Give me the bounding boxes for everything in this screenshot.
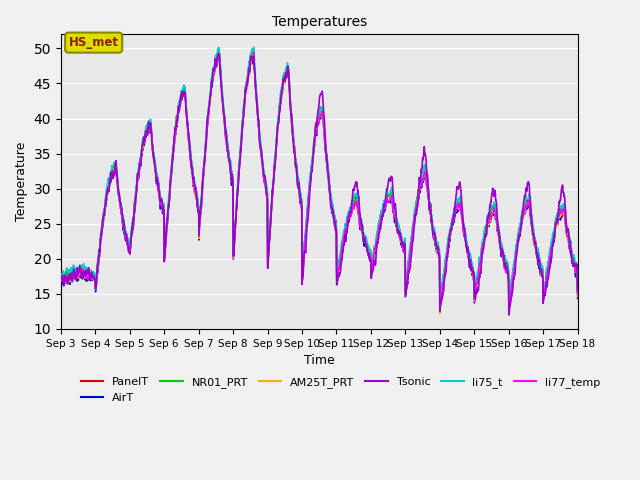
- NR01_PRT: [295, 178, 303, 184]
- Y-axis label: Temperature: Temperature: [15, 142, 28, 221]
- li75_t: [573, 286, 581, 292]
- AirT: [559, 212, 567, 217]
- li77_temp: [250, 49, 257, 55]
- Line: AirT: AirT: [61, 56, 577, 313]
- Line: NR01_PRT: NR01_PRT: [61, 50, 577, 309]
- AM25T_PRT: [295, 184, 303, 190]
- PanelT: [559, 206, 566, 212]
- li77_temp: [295, 184, 303, 190]
- AirT: [214, 53, 222, 59]
- li75_t: [308, 155, 316, 161]
- AirT: [573, 296, 581, 301]
- li77_temp: [308, 161, 316, 167]
- Legend: PanelT, AirT, NR01_PRT, AM25T_PRT, Tsonic, li75_t, li77_temp: PanelT, AirT, NR01_PRT, AM25T_PRT, Tsoni…: [77, 373, 605, 407]
- AirT: [436, 311, 444, 316]
- li77_temp: [559, 209, 567, 215]
- li77_temp: [573, 291, 581, 297]
- PanelT: [436, 303, 444, 309]
- Line: AM25T_PRT: AM25T_PRT: [61, 56, 577, 314]
- li75_t: [83, 267, 91, 273]
- PanelT: [573, 287, 581, 293]
- X-axis label: Time: Time: [304, 354, 335, 367]
- PanelT: [559, 207, 567, 213]
- AM25T_PRT: [573, 294, 581, 300]
- Tsonic: [57, 276, 65, 282]
- AirT: [83, 278, 91, 284]
- AirT: [295, 186, 303, 192]
- li75_t: [57, 271, 65, 276]
- PanelT: [465, 248, 472, 254]
- AirT: [465, 254, 472, 260]
- NR01_PRT: [436, 306, 444, 312]
- Tsonic: [559, 190, 567, 196]
- AM25T_PRT: [308, 160, 316, 166]
- NR01_PRT: [465, 249, 472, 255]
- Tsonic: [215, 51, 223, 57]
- AM25T_PRT: [559, 210, 566, 216]
- li77_temp: [83, 275, 91, 281]
- NR01_PRT: [559, 205, 567, 211]
- li77_temp: [465, 253, 472, 259]
- Line: PanelT: PanelT: [61, 51, 577, 306]
- Tsonic: [308, 164, 316, 170]
- NR01_PRT: [57, 274, 65, 280]
- NR01_PRT: [83, 270, 91, 276]
- Line: li77_temp: li77_temp: [61, 52, 577, 311]
- NR01_PRT: [250, 48, 257, 53]
- Text: HS_met: HS_met: [68, 36, 118, 49]
- Tsonic: [83, 270, 91, 276]
- PanelT: [214, 48, 222, 54]
- li77_temp: [57, 276, 65, 282]
- Line: li75_t: li75_t: [61, 47, 577, 303]
- AirT: [308, 162, 316, 168]
- li75_t: [465, 246, 472, 252]
- NR01_PRT: [573, 289, 581, 295]
- li75_t: [436, 300, 444, 306]
- Tsonic: [295, 182, 303, 188]
- Title: Temperatures: Temperatures: [271, 15, 367, 29]
- Tsonic: [559, 185, 566, 191]
- AirT: [559, 212, 566, 218]
- li75_t: [559, 204, 567, 210]
- AM25T_PRT: [559, 211, 567, 217]
- Line: Tsonic: Tsonic: [61, 54, 577, 315]
- li75_t: [559, 204, 566, 209]
- PanelT: [83, 268, 91, 274]
- Tsonic: [464, 245, 472, 251]
- li77_temp: [436, 308, 444, 314]
- PanelT: [295, 179, 303, 184]
- NR01_PRT: [559, 205, 566, 211]
- AM25T_PRT: [83, 273, 91, 279]
- PanelT: [308, 156, 316, 162]
- li77_temp: [559, 208, 566, 214]
- AM25T_PRT: [465, 253, 472, 259]
- AM25T_PRT: [436, 311, 444, 317]
- AM25T_PRT: [214, 53, 222, 59]
- li75_t: [250, 44, 257, 50]
- AirT: [57, 281, 65, 287]
- Tsonic: [573, 288, 581, 293]
- AM25T_PRT: [57, 277, 65, 283]
- Tsonic: [505, 312, 513, 318]
- NR01_PRT: [308, 156, 316, 162]
- li75_t: [295, 176, 303, 181]
- PanelT: [57, 273, 65, 278]
